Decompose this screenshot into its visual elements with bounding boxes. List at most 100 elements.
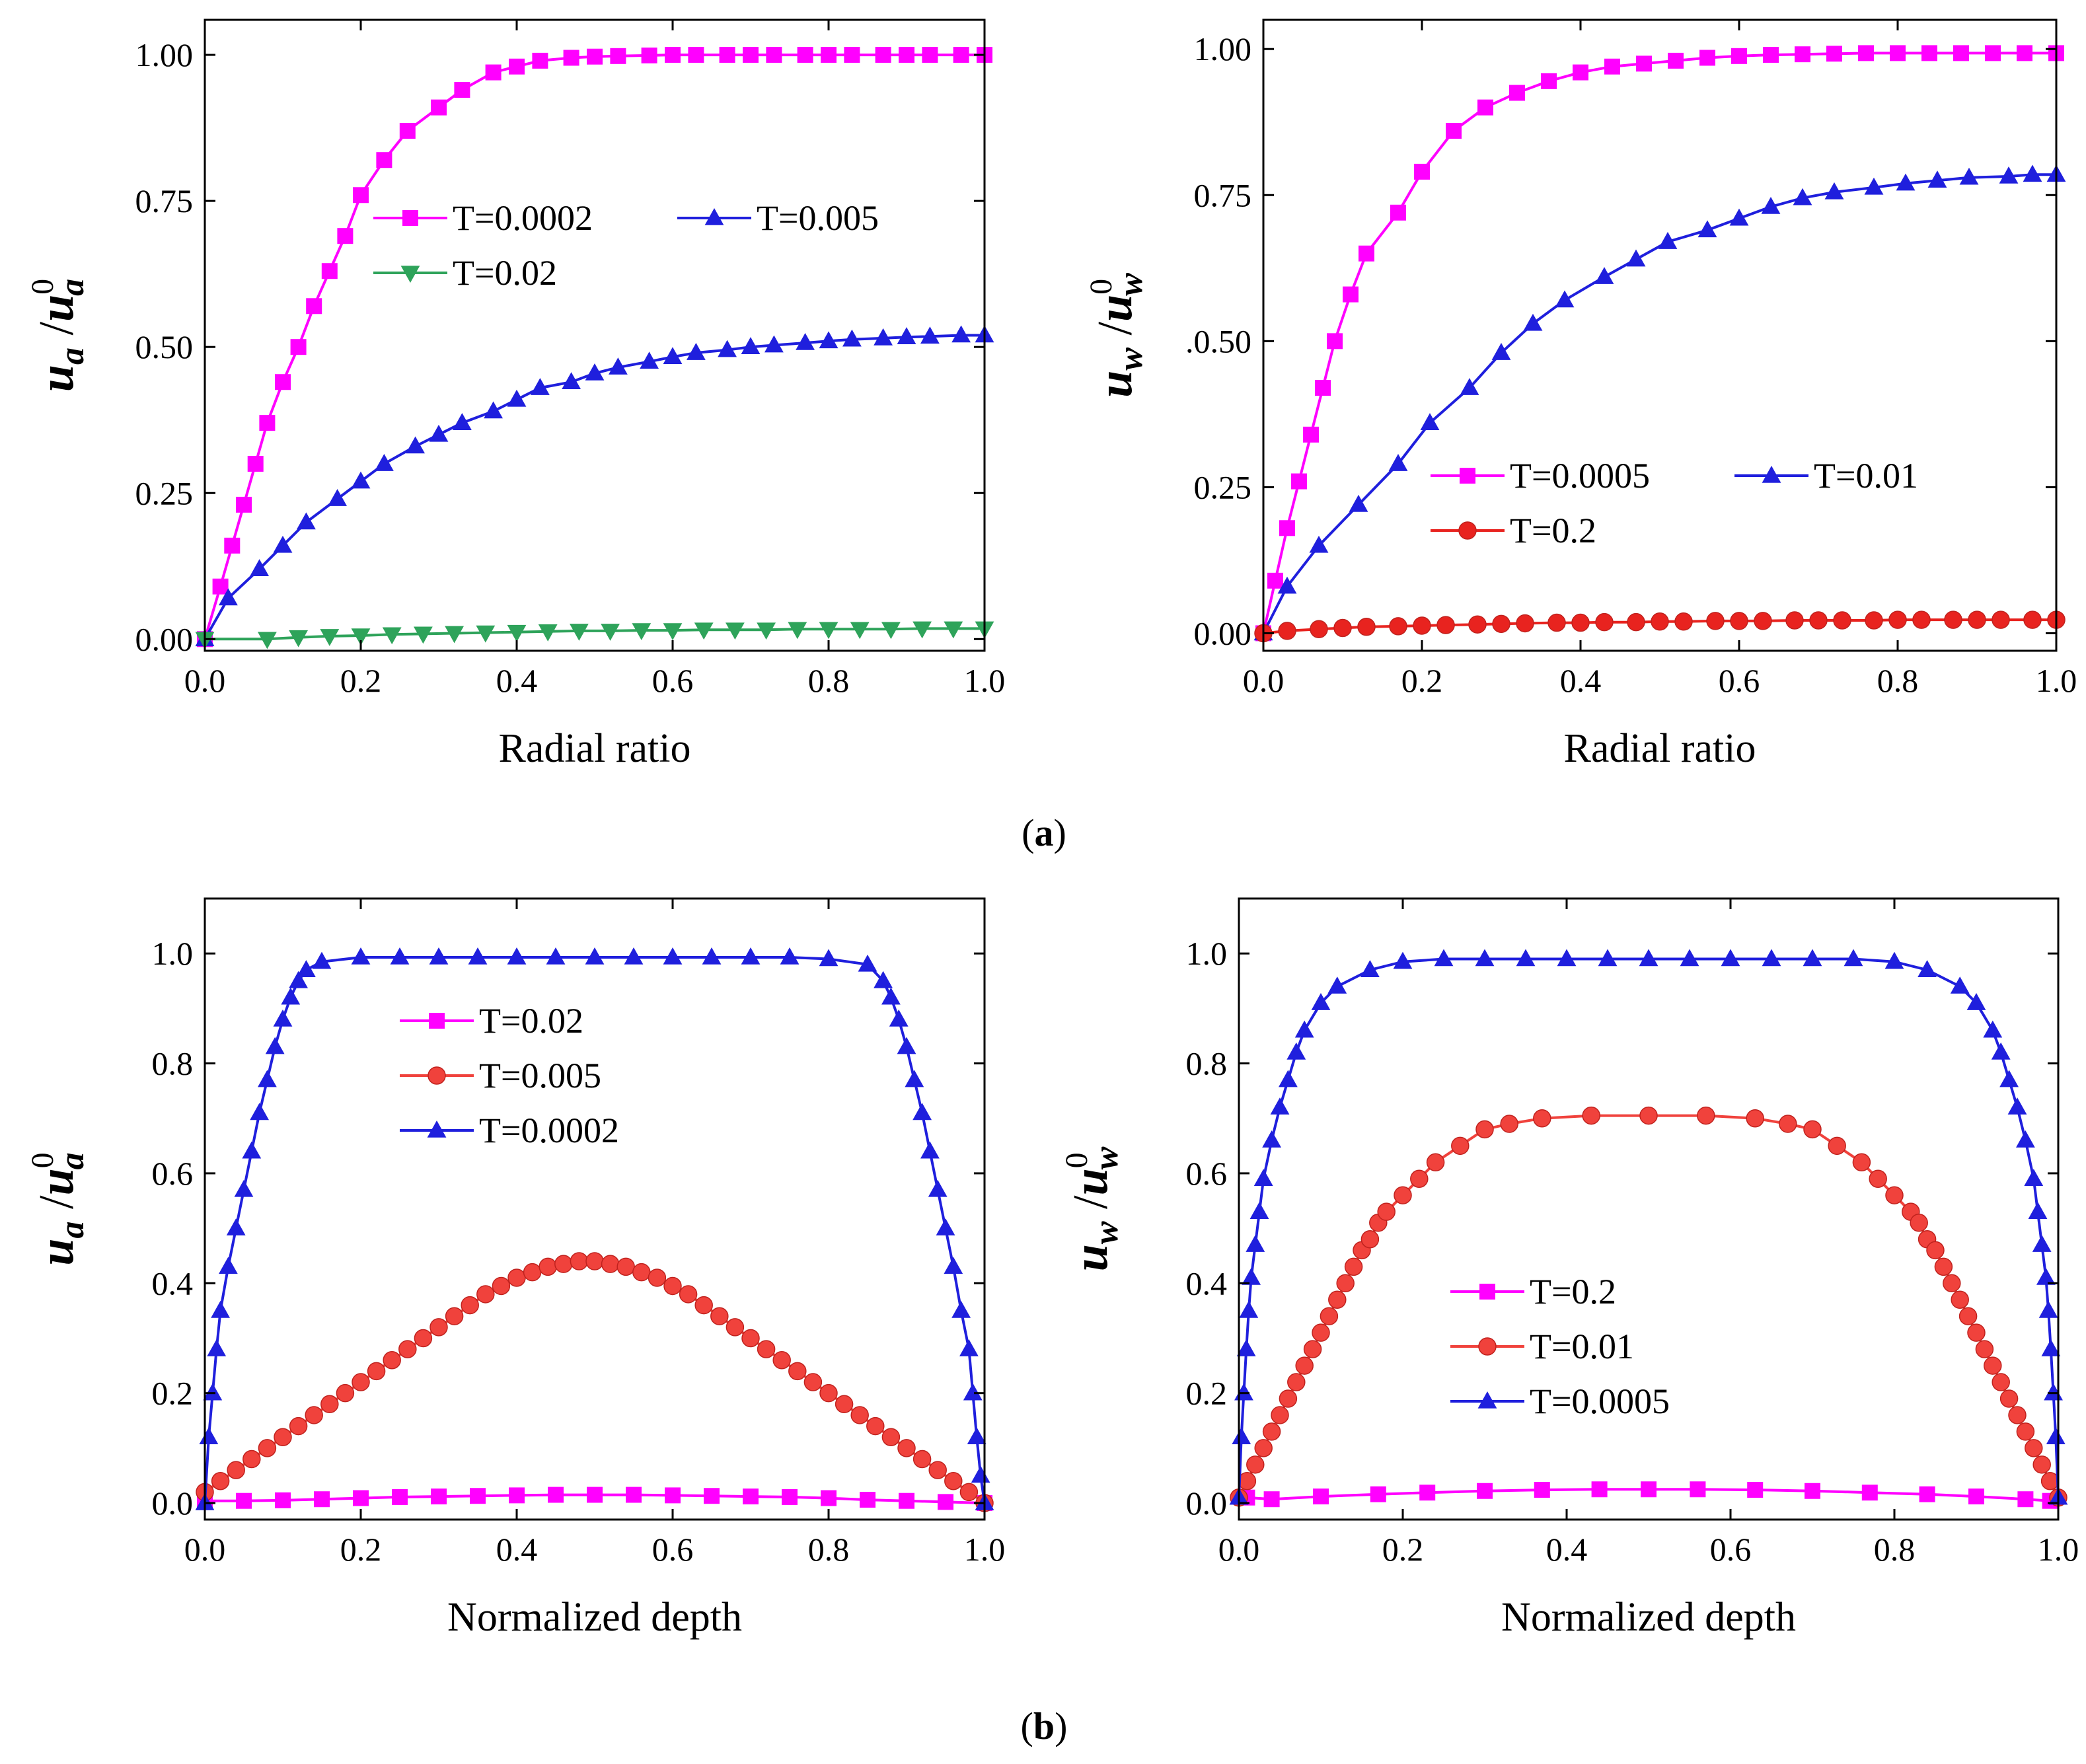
legend-item: T=0.0005	[1450, 1381, 1670, 1421]
data-point	[1864, 177, 1884, 195]
data-point	[289, 971, 308, 988]
data-point	[1246, 1235, 1265, 1252]
data-point	[351, 471, 371, 489]
data-point	[203, 1383, 223, 1401]
legend-label: T=0.005	[479, 1056, 601, 1095]
chart-b-left: 0.0 0.2 0.4 0.6 0.8 1.0 0.0 0.2 0.4 0.6 0.8 1.0 Norm…	[25, 897, 1006, 1640]
data-point	[899, 47, 914, 63]
data-point	[2038, 1300, 2058, 1318]
plot-frame	[204, 897, 986, 1521]
data-point	[532, 52, 548, 69]
data-point	[1636, 55, 1652, 72]
data-point	[819, 331, 838, 349]
data-point	[219, 588, 238, 606]
data-point	[305, 1406, 323, 1424]
data-point	[1991, 1042, 2011, 1060]
y-axis-label: ua /u0a	[25, 1152, 91, 1265]
data-point	[2016, 1130, 2035, 1148]
data-point	[247, 456, 264, 472]
data-point	[1861, 1485, 1878, 1501]
data-point	[2044, 1383, 2063, 1401]
y-tick-label: 0.6	[1186, 1155, 1228, 1192]
data-point	[1344, 1257, 1363, 1276]
legend-marker	[427, 1121, 447, 1138]
data-point	[1451, 1136, 1470, 1156]
data-point	[1844, 949, 1863, 967]
data-point	[392, 1488, 408, 1505]
data-point	[1287, 1373, 1306, 1391]
x-tick-label: 0.8	[808, 1531, 850, 1568]
data-point	[959, 1483, 979, 1502]
y-tick-label: 0.4	[1186, 1265, 1228, 1302]
x-tick-label: 0.4	[1560, 662, 1602, 699]
data-point	[548, 1487, 564, 1503]
data-point	[1968, 610, 1986, 629]
legend-label: T=0.2	[1510, 511, 1596, 550]
data-point	[1492, 614, 1510, 634]
data-point	[665, 47, 681, 63]
data-point	[1746, 1109, 1764, 1128]
data-point	[938, 1494, 953, 1510]
data-point	[616, 1257, 635, 1276]
data-point	[1803, 1120, 1822, 1139]
data-point	[383, 1351, 401, 1370]
legend-marker	[402, 210, 418, 226]
data-point	[1516, 949, 1536, 967]
data-point	[1426, 1153, 1445, 1172]
data-point	[1833, 611, 1851, 630]
data-point	[766, 47, 782, 63]
data-point	[538, 624, 558, 642]
data-point	[665, 1487, 681, 1504]
x-tick-label: 0.8	[1874, 1531, 1916, 1568]
data-point	[570, 1252, 589, 1270]
data-point	[242, 1450, 261, 1469]
data-point	[2024, 1169, 2044, 1187]
x-tick-label: 1.0	[964, 1531, 1006, 1568]
data-point	[1944, 610, 1962, 629]
data-point	[2032, 1235, 2052, 1252]
plot-frame	[1262, 18, 2058, 652]
data-point	[881, 987, 901, 1005]
data-point	[1626, 249, 1646, 267]
data-point	[1999, 1070, 2019, 1087]
data-point	[250, 1103, 269, 1121]
data-point	[275, 374, 291, 390]
data-point	[1762, 949, 1781, 967]
data-point	[1690, 1481, 1706, 1498]
data-point	[1639, 949, 1658, 967]
legend-label: T=0.0005	[1530, 1381, 1670, 1421]
data-point	[726, 622, 745, 640]
data-point	[641, 47, 657, 63]
x-tick-label: 1.0	[2036, 662, 2077, 699]
x-tick-label: 0.0	[1243, 662, 1285, 699]
data-point	[1291, 473, 1307, 490]
data-point	[928, 1461, 947, 1479]
data-point	[1279, 1389, 1298, 1408]
data-point	[1754, 612, 1772, 630]
y-tick-label: 0.25	[135, 474, 194, 511]
data-point	[297, 960, 316, 977]
legend-marker	[1478, 1337, 1497, 1356]
chart-a-left: 0.0 0.2 0.4 0.6 0.8 1.0 0.00 0.25 0.50 0.75 1.00 Ra…	[25, 18, 1005, 771]
data-point	[920, 326, 940, 344]
data-point	[289, 1416, 308, 1436]
data-point	[507, 389, 527, 407]
data-point	[881, 1428, 901, 1446]
data-point	[719, 47, 735, 63]
data-point	[1360, 960, 1380, 977]
data-point	[1697, 1106, 1715, 1125]
data-point	[1999, 166, 2019, 184]
data-point	[905, 1070, 924, 1087]
data-point	[963, 1383, 983, 1401]
data-point	[1926, 1241, 1945, 1260]
data-point	[850, 1406, 869, 1424]
data-point	[2046, 1427, 2066, 1445]
data-point	[797, 47, 813, 63]
y-tick-label: 0.2	[1186, 1375, 1228, 1412]
data-point	[1436, 616, 1455, 634]
data-point	[1966, 993, 1986, 1010]
x-axis-label: Radial ratio	[1564, 726, 1756, 771]
data-point	[273, 1010, 293, 1027]
data-point	[224, 537, 241, 554]
data-point	[1327, 976, 1347, 994]
